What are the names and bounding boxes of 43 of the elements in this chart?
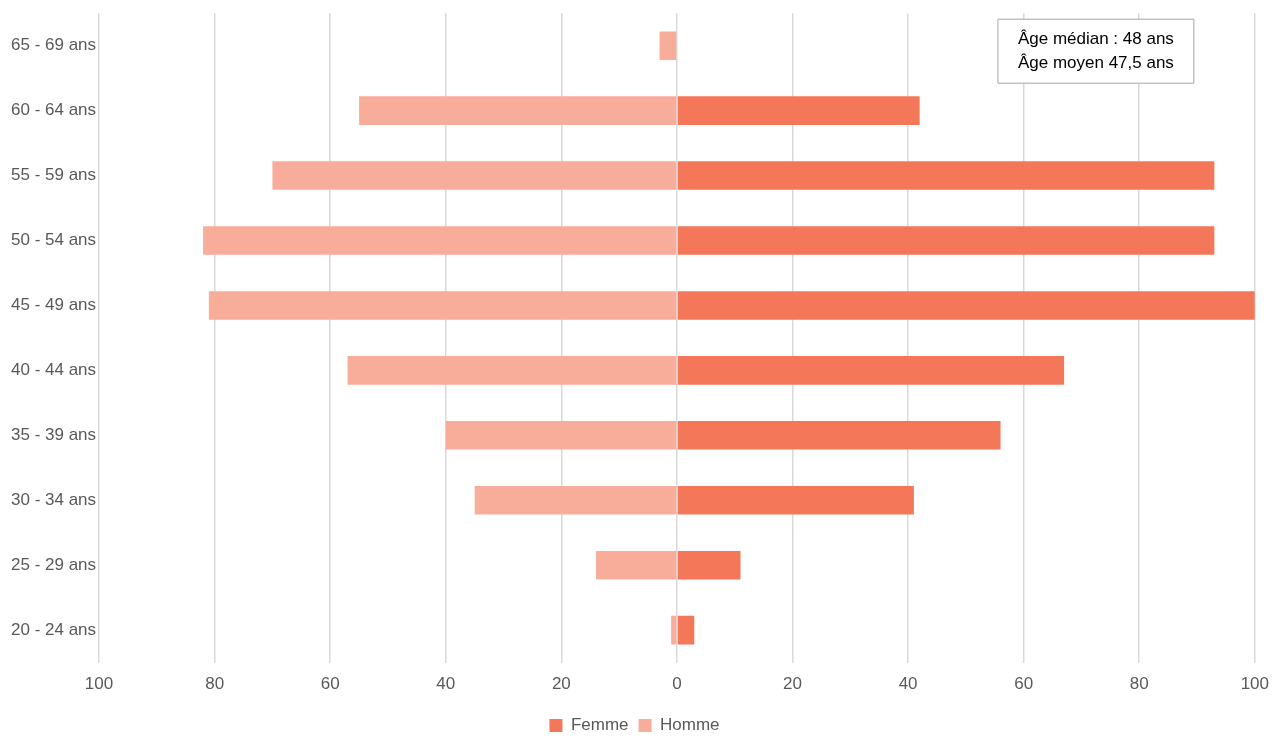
x-tick-label: 40: [436, 674, 456, 694]
bar: [203, 226, 677, 255]
bar: [347, 356, 677, 385]
y-tick-label: 50 - 54 ans: [11, 230, 97, 250]
bar: [677, 421, 1001, 450]
bar: [677, 356, 1065, 385]
bar: [677, 291, 1255, 320]
y-tick-label: 25 - 29 ans: [11, 554, 97, 574]
x-tick-label: 100: [1240, 674, 1270, 694]
x-tick-label: 60: [1014, 674, 1034, 694]
bar: [677, 96, 920, 125]
bar: [272, 161, 677, 190]
x-tick-label: 40: [898, 674, 918, 694]
x-tick-label: 80: [205, 674, 225, 694]
x-tick-label: 20: [783, 674, 802, 694]
y-tick-label: 20 - 24 ans: [11, 619, 97, 639]
bar: [596, 550, 677, 580]
bar: [677, 226, 1215, 255]
x-tick-label: 60: [320, 674, 340, 694]
y-tick-label: 65 - 69 ans: [11, 35, 97, 55]
bar: [445, 421, 677, 450]
legend-label: Femme: [570, 715, 629, 735]
bar: [671, 615, 677, 645]
bar: [677, 615, 695, 645]
x-tick-label: 80: [1129, 674, 1149, 694]
bar: [677, 161, 1215, 190]
bar: [659, 31, 677, 60]
x-tick-label: 20: [551, 674, 571, 694]
annotation: Âge médian : 48 ans Âge moyen 47,5 ans: [1017, 28, 1174, 72]
legend-label: Homme: [660, 715, 720, 735]
y-tick-label: 30 - 34 ans: [11, 489, 97, 509]
y-tick-label: 60 - 64 ans: [11, 100, 97, 120]
y-tick-label: 35 - 39 ans: [11, 425, 97, 444]
bar: [474, 485, 677, 515]
bar: [677, 550, 741, 580]
x-tick-label: 100: [84, 674, 114, 694]
y-tick-label: 55 - 59 ans: [11, 165, 97, 185]
y-tick-label: 40 - 44 ans: [11, 360, 97, 380]
y-tick-label: 45 - 49 ans: [11, 295, 97, 315]
bar: [359, 96, 677, 125]
bar: [208, 291, 677, 320]
bar: [677, 485, 914, 515]
x-tick-label: 0: [672, 674, 682, 694]
